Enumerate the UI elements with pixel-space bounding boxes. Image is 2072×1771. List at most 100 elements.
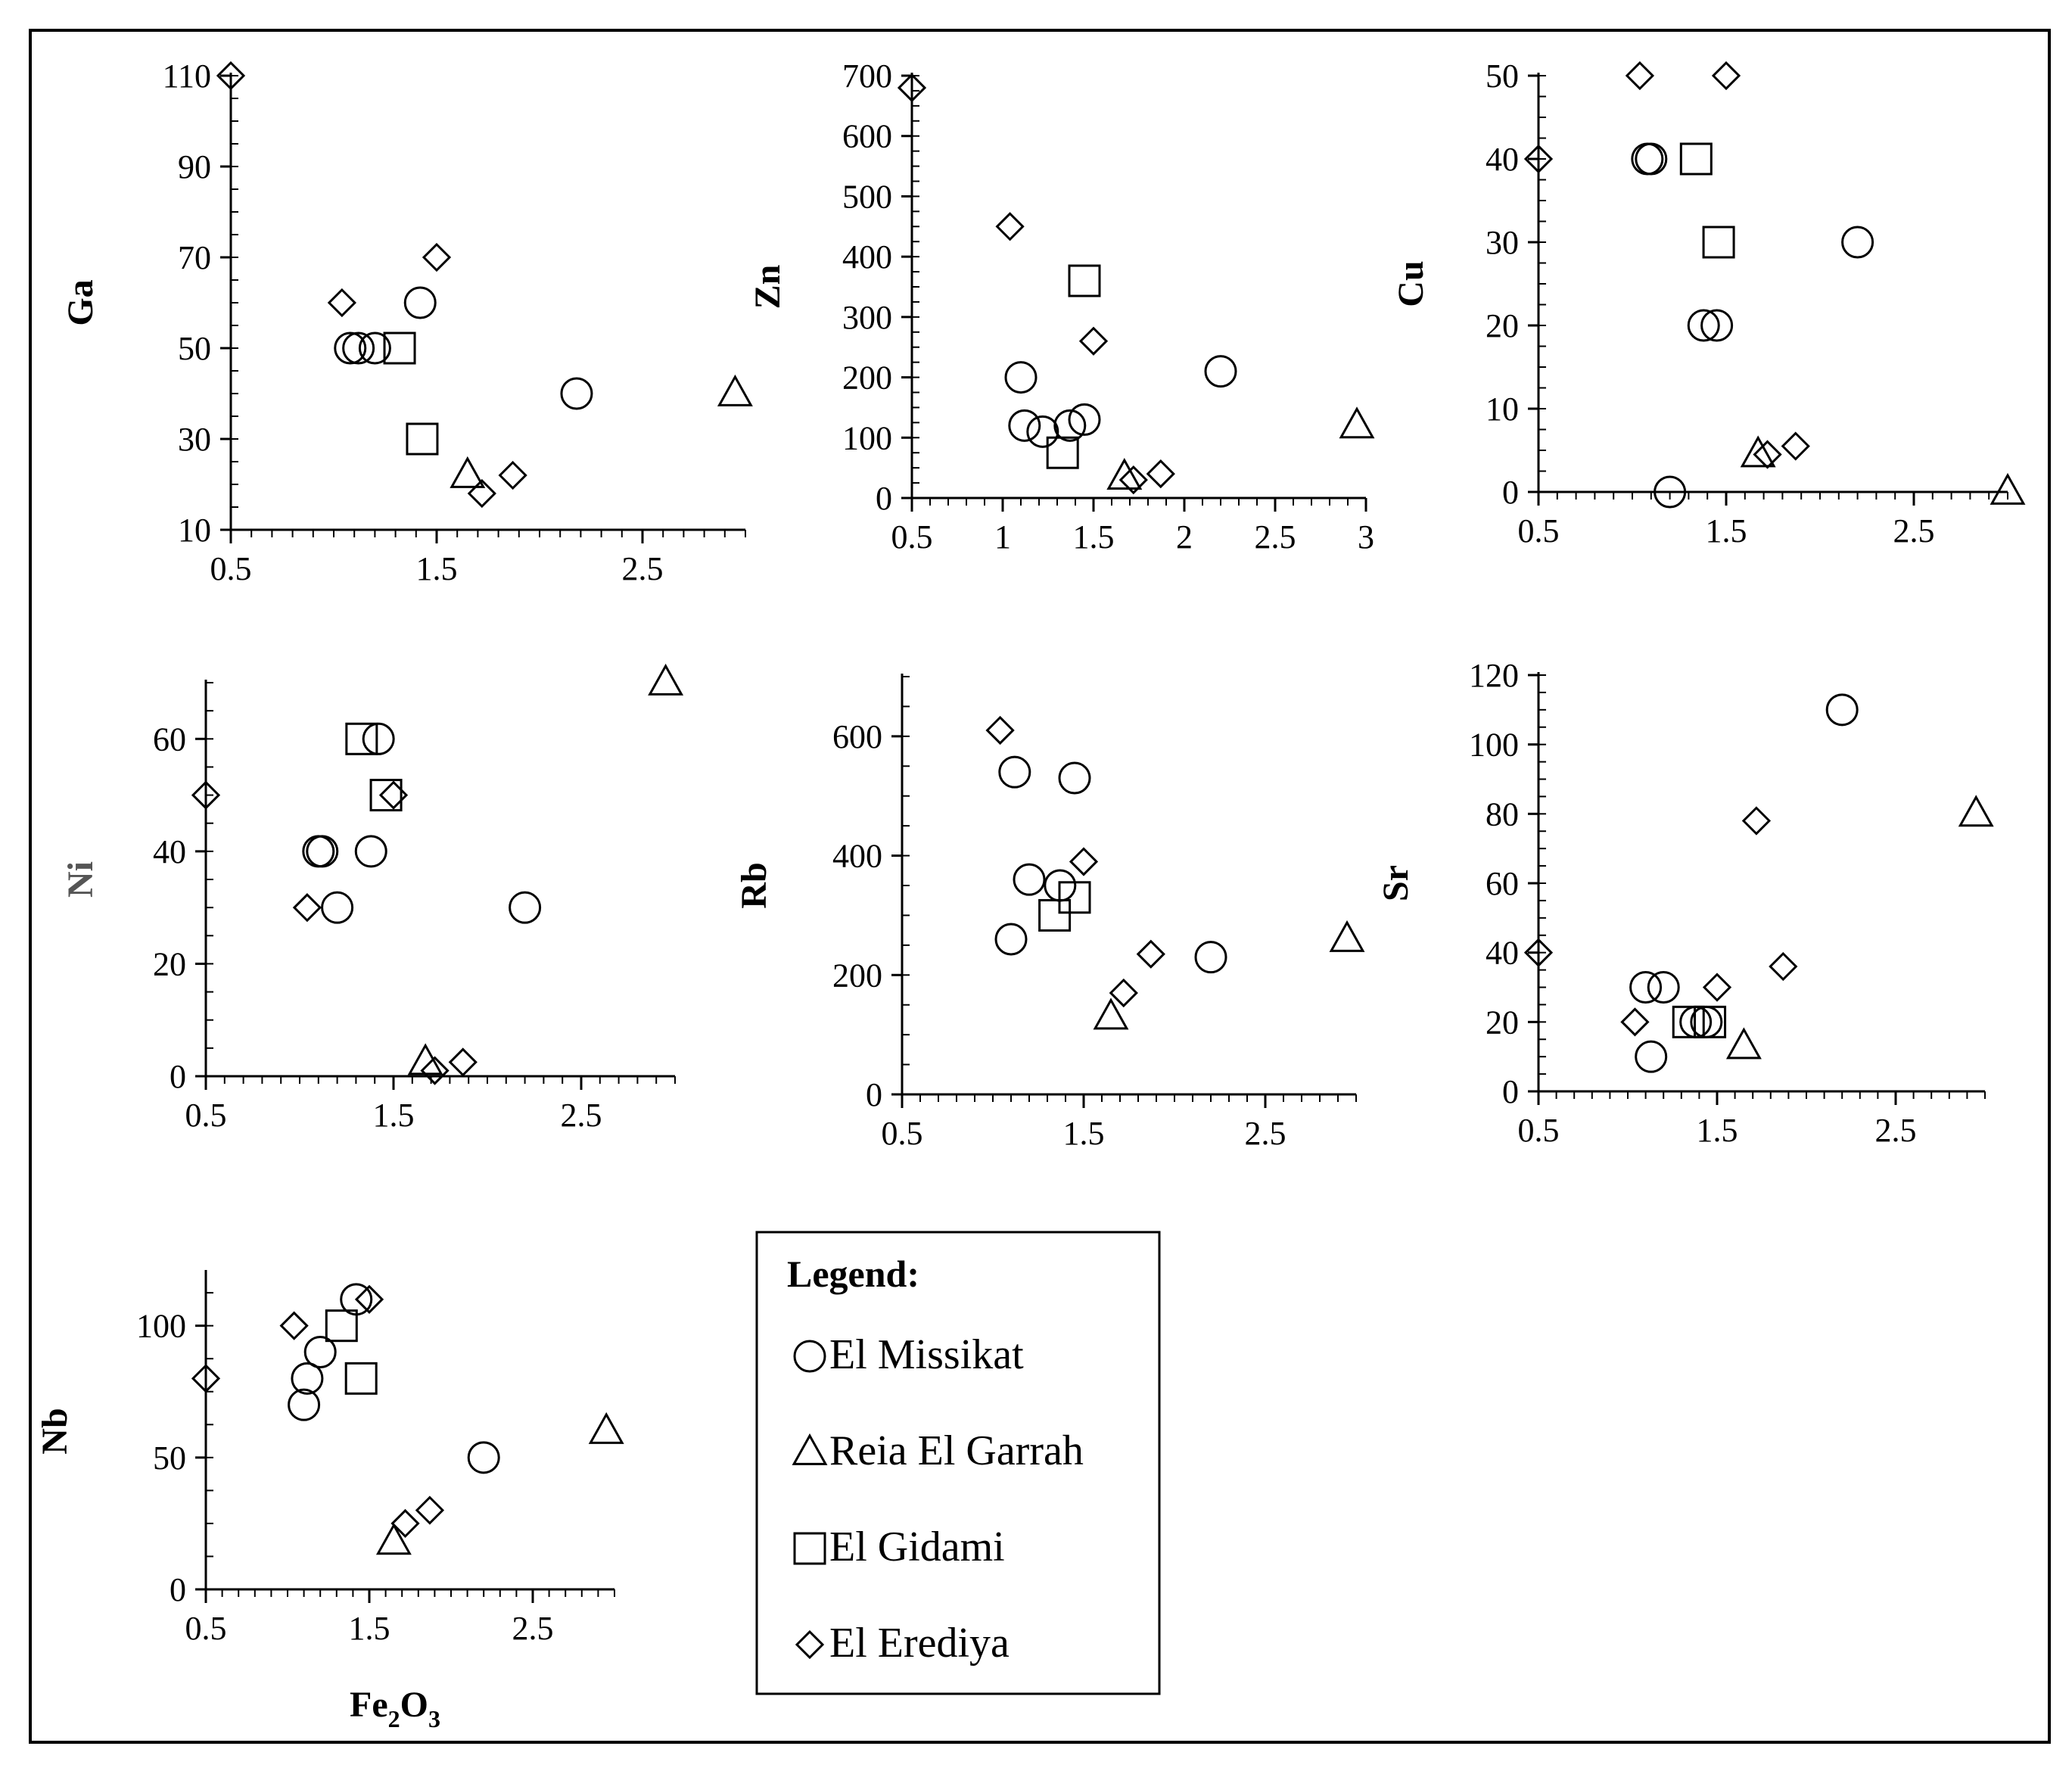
point-erediya — [1136, 939, 1165, 969]
point-gidami — [1068, 264, 1101, 297]
point-erediya — [292, 893, 322, 923]
point-reia — [1093, 998, 1129, 1030]
point-erediya — [467, 478, 496, 509]
point-gidami — [345, 722, 378, 755]
point-missikat — [1058, 761, 1091, 795]
x-tick-label: 3 — [1358, 518, 1374, 556]
point-missikat — [509, 891, 542, 924]
x-tick-label: 2 — [1176, 518, 1193, 556]
point-erediya — [1702, 973, 1732, 1002]
y-tick-label: 0 — [876, 480, 892, 517]
scatter-plot-sr: 0.5 1.5 2.5 0 20 40 60 80 100 120 Sr — [1376, 657, 1994, 1149]
point-missikat — [288, 1388, 321, 1421]
y-tick-label: 10 — [1486, 391, 1519, 428]
legend-marker — [793, 1340, 826, 1373]
point-missikat — [1841, 226, 1874, 259]
point-erediya — [1069, 847, 1099, 876]
x-axis-title: Fe2O3 — [350, 1685, 440, 1732]
x-tick-label: 1.5 — [1706, 512, 1747, 549]
legend-label: El Gidami — [829, 1524, 1005, 1570]
y-axis-title: Nb — [35, 1408, 75, 1454]
point-reia — [648, 663, 684, 696]
point-erediya — [1523, 938, 1554, 967]
diamond-icon — [795, 1629, 825, 1660]
point-missikat — [321, 891, 354, 924]
point-missikat — [1204, 355, 1237, 388]
point-gidami — [1679, 142, 1713, 176]
square-icon — [793, 1532, 826, 1565]
legend-marker — [795, 1629, 825, 1660]
legend-title: Legend: — [787, 1253, 919, 1295]
point-reia — [450, 456, 486, 488]
point-missikat — [306, 835, 339, 868]
point-missikat — [362, 722, 395, 755]
point-reia — [1990, 472, 2026, 505]
point-erediya — [390, 1508, 420, 1539]
scatter-plot-zn: 0.5 1 1.5 2 2.5 3 0 100 200 300 400 500 600 700 Zn — [748, 58, 1375, 556]
y-axis-title: Ga — [61, 279, 101, 325]
point-gidami — [1058, 881, 1091, 914]
x-tick-label: 0.5 — [185, 1097, 227, 1134]
point-missikat — [1629, 971, 1663, 1004]
point-erediya — [448, 1047, 478, 1077]
y-tick-label: 20 — [1486, 1004, 1519, 1041]
y-tick-label: 50 — [178, 330, 211, 367]
x-tick-label: 0.5 — [882, 1115, 923, 1152]
point-missikat — [334, 331, 367, 365]
x-tick-label: 1.5 — [1063, 1115, 1105, 1152]
point-reia — [1725, 1027, 1762, 1060]
scatter-plot-ga: 0.5 1.5 2.5 10 30 50 70 90 110 Ga — [61, 58, 753, 587]
triangle-icon — [792, 1433, 828, 1465]
y-tick-label: 80 — [1486, 795, 1519, 833]
legend-item-gidami: El Gidami — [793, 1524, 1005, 1570]
point-reia — [1339, 406, 1375, 439]
point-erediya — [279, 1311, 309, 1340]
y-tick-label: 200 — [832, 957, 882, 994]
point-erediya — [1781, 431, 1810, 461]
point-missikat — [1053, 409, 1087, 442]
point-reia — [375, 1523, 412, 1555]
y-tick-label: 10 — [178, 512, 211, 549]
y-tick-label: 70 — [178, 239, 211, 276]
y-tick-label: 90 — [178, 148, 211, 185]
point-erediya — [216, 61, 246, 91]
x-tick-label: 0.5 — [891, 518, 933, 556]
y-tick-label: 60 — [1486, 865, 1519, 902]
point-gidami — [1672, 1005, 1705, 1038]
point-erediya — [1078, 326, 1109, 356]
x-tick-label: 1.5 — [416, 550, 458, 587]
legend-item-missikat: El Missikat — [793, 1331, 1024, 1378]
point-gidami — [1702, 226, 1735, 259]
y-axis-title: Ni — [61, 861, 101, 898]
point-erediya — [191, 780, 221, 810]
y-tick-label: 110 — [163, 58, 211, 95]
point-reia — [1958, 795, 1994, 827]
y-tick-label: 50 — [1486, 58, 1519, 95]
point-missikat — [358, 331, 391, 365]
point-missikat — [1700, 309, 1734, 342]
scatter-plot-rb: 0.5 1.5 2.5 0 200 400 600 Rb — [734, 674, 1365, 1152]
y-tick-label: 0 — [1502, 1073, 1519, 1110]
point-missikat — [1026, 415, 1059, 448]
point-missikat — [1825, 693, 1859, 727]
scatter-plot-nb: 0.5 1.5 2.5 0 50 100 Nb — [35, 1270, 624, 1647]
point-gidami — [406, 422, 439, 456]
legend-item-erediya: El Erediya — [795, 1620, 1010, 1667]
x-tick-label: 1 — [994, 518, 1011, 556]
x-tick-label: 1.5 — [1697, 1112, 1738, 1149]
x-tick-label: 0.5 — [210, 550, 252, 587]
point-reia — [717, 374, 753, 406]
y-tick-label: 30 — [1486, 224, 1519, 261]
x-tick-label: 1.5 — [373, 1097, 415, 1134]
point-erediya — [415, 1496, 445, 1525]
point-erediya — [1620, 1007, 1650, 1037]
x-tick-label: 1.5 — [1073, 518, 1115, 556]
y-tick-label: 120 — [1469, 657, 1519, 694]
y-tick-label: 30 — [178, 421, 211, 458]
scatter-plot-ni: 0.5 1.5 2.5 0 20 40 60 Ni — [61, 663, 684, 1134]
y-tick-label: 700 — [842, 58, 892, 95]
point-erediya — [1741, 806, 1772, 836]
x-tick-label: 0.5 — [1518, 512, 1560, 549]
y-tick-label: 40 — [1486, 141, 1519, 178]
